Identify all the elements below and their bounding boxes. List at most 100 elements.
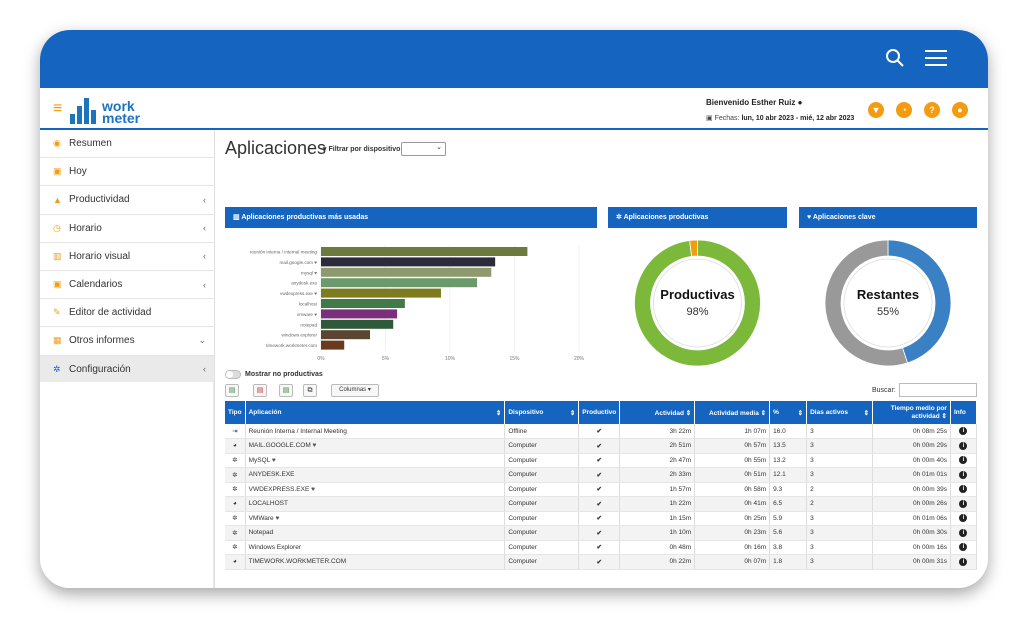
donut-center bbox=[653, 258, 742, 348]
sidebar-item-5[interactable]: ▣ Calendarios ‹ bbox=[40, 271, 214, 300]
sidebar-item-8[interactable]: ✲ Configuración ‹ bbox=[40, 355, 214, 384]
app-name: MAIL.GOOGLE.COM ♥ bbox=[245, 438, 506, 454]
table-row[interactable]: ✲ MySQL ♥ Computer ✔ 2h 47m 0h 55m 13.2 3 0h 00m… bbox=[225, 453, 978, 468]
col-percent[interactable]: % ⇕ bbox=[769, 401, 808, 424]
sidebar-item-7[interactable]: ▦ Otros informes ⌄ bbox=[40, 327, 214, 356]
bar-9 bbox=[321, 340, 345, 350]
export-excel-button[interactable]: ▤ bbox=[225, 384, 239, 397]
percent-cell: 5.6 bbox=[769, 525, 808, 541]
type-icon: ◕ bbox=[225, 496, 246, 512]
columns-button[interactable]: Columnas ▾ bbox=[331, 384, 379, 397]
type-icon: ✲ bbox=[225, 525, 246, 541]
info-icon[interactable]: i bbox=[950, 540, 978, 555]
app-name: ANYDESK.EXE bbox=[245, 467, 506, 483]
active-days-cell: 3 bbox=[806, 540, 874, 555]
info-icon[interactable]: i bbox=[950, 467, 978, 483]
table-row[interactable]: ✲ Notepad Computer ✔ 1h 10m 0h 23m 5.6 3 0h 00m… bbox=[225, 525, 978, 541]
percent-cell: 13.2 bbox=[769, 453, 808, 468]
table-row[interactable]: ✲ Windows Explorer Computer ✔ 0h 48m 0h 16m 3… bbox=[225, 540, 978, 555]
col-tiempo-medio[interactable]: Tiempo medio por actividad ⇕ bbox=[872, 401, 951, 424]
percent-cell: 5.9 bbox=[769, 511, 808, 526]
sidebar-toggle-icon[interactable]: ≡ bbox=[53, 100, 63, 117]
device-cell: Computer bbox=[504, 482, 580, 497]
info-icon[interactable]: i bbox=[950, 424, 978, 439]
col-dispositivo[interactable]: Dispositivo ⇕ bbox=[504, 401, 580, 424]
search-icon[interactable] bbox=[885, 48, 905, 68]
info-icon[interactable]: i bbox=[950, 438, 978, 454]
info-icon[interactable]: i bbox=[950, 453, 978, 468]
x-tick-label: 0% bbox=[317, 356, 325, 362]
copy-button[interactable]: ⧉ bbox=[303, 384, 317, 397]
app-name: Windows Explorer bbox=[245, 540, 506, 555]
sidebar-item-label: Otros informes bbox=[69, 335, 135, 347]
check-icon: ✔ bbox=[578, 424, 621, 439]
hamburger-icon[interactable] bbox=[925, 50, 947, 68]
avg-time-cell: 0h 01m 01s bbox=[872, 467, 951, 483]
col-actividad[interactable]: Actividad ⇕ bbox=[619, 401, 696, 424]
bar-3 bbox=[321, 278, 478, 288]
active-days-cell: 3 bbox=[806, 525, 874, 541]
bell-icon[interactable]: ◔ bbox=[896, 102, 912, 118]
donut-key-panel: ♥ Aplicaciones clave Restantes 55% bbox=[799, 207, 977, 379]
table-icon: ▦ bbox=[53, 335, 62, 346]
table-row[interactable]: ◕ LOCALHOST Computer ✔ 1h 22m 0h 41m 6.5 2 0h 0… bbox=[225, 496, 978, 512]
search-input[interactable] bbox=[899, 383, 977, 397]
sidebar-item-1[interactable]: ▣ Hoy bbox=[40, 158, 214, 187]
bar-chart-icon: ▥ bbox=[53, 250, 62, 261]
sidebar-item-4[interactable]: ▥ Horario visual ‹ bbox=[40, 243, 214, 271]
table-row[interactable]: ◕ TIMEWORK.WORKMETER.COM Computer ✔ 0h 22m 0… bbox=[225, 554, 978, 570]
type-icon: ✲ bbox=[225, 453, 246, 468]
col-aplicacion[interactable]: Aplicación ⇕ bbox=[245, 401, 506, 424]
active-days-cell: 3 bbox=[806, 424, 874, 439]
help-icon[interactable]: ? bbox=[924, 102, 940, 118]
col-dias-activos[interactable]: Dias activos ⇕ bbox=[806, 401, 874, 424]
slice-1 bbox=[689, 239, 698, 257]
sidebar-item-3[interactable]: ◷ Horario ‹ bbox=[40, 215, 214, 243]
sidebar-item-2[interactable]: ▲ Productividad ‹ bbox=[40, 186, 214, 215]
table-row[interactable]: ✲ VWDEXPRESS.EXE ♥ Computer ✔ 1h 57m 0h 58m 9.… bbox=[225, 482, 978, 497]
export-csv-button[interactable]: ▤ bbox=[279, 384, 293, 397]
info-icon[interactable]: i bbox=[950, 482, 978, 497]
bar-5 bbox=[321, 299, 405, 308]
table-row[interactable]: ✲ ANYDESK.EXE Computer ✔ 2h 33m 0h 51m 12.1 3 0… bbox=[225, 467, 978, 483]
app-name: Reunión Interna / Internal Meeting bbox=[245, 424, 506, 439]
table-row[interactable]: ✲ VMWare ♥ Computer ✔ 1h 15m 0h 25m 5.9 3 0h 01m… bbox=[225, 511, 978, 526]
chevron-icon: ‹ bbox=[203, 279, 206, 290]
calendar-icon: ▣ bbox=[53, 166, 62, 177]
percent-cell: 9.3 bbox=[769, 482, 808, 497]
sidebar-item-0[interactable]: ◉ Resumen bbox=[40, 130, 214, 159]
export-pdf-button[interactable]: ▤ bbox=[253, 384, 267, 397]
avg-activity-cell: 0h 16m bbox=[694, 540, 771, 555]
sidebar-item-6[interactable]: ✎ Editor de actividad bbox=[40, 299, 214, 328]
filter-icon[interactable]: ▼ bbox=[868, 102, 884, 118]
date-range[interactable]: ▣ Fechas: lun, 10 abr 2023 - mié, 12 abr… bbox=[706, 115, 855, 122]
category-label: localhost bbox=[299, 302, 318, 307]
bar-0 bbox=[321, 247, 528, 256]
category-label: notepad bbox=[300, 322, 317, 327]
bar-chart: 0% 5% 10% 15% 20% reunión interna / internal … bbox=[250, 245, 585, 362]
heart-icon: ♥ bbox=[271, 456, 276, 464]
table-row[interactable]: ⇥ Reunión Interna / Internal Meeting Offl… bbox=[225, 424, 978, 439]
category-label: vmware ♥ bbox=[297, 312, 317, 317]
percent-cell: 3.8 bbox=[769, 540, 808, 555]
col-productivo[interactable]: Productivo bbox=[578, 401, 621, 424]
col-actividad-media[interactable]: Actividad media ⇕ bbox=[694, 401, 771, 424]
device-filter-select[interactable]: ⌄ bbox=[401, 142, 446, 156]
info-icon[interactable]: i bbox=[950, 554, 978, 570]
donut-center-value: 98% bbox=[686, 306, 708, 318]
x-tick-label: 15% bbox=[509, 356, 520, 362]
info-icon[interactable]: i bbox=[950, 496, 978, 512]
avg-time-cell: 0h 00m 29s bbox=[872, 438, 951, 454]
sidebar-item-label: Productividad bbox=[69, 194, 130, 206]
col-tipo[interactable]: Tipo bbox=[225, 401, 246, 424]
sidebar-item-label: Editor de actividad bbox=[69, 307, 152, 319]
category-label: timework.workmeter.com bbox=[266, 343, 317, 348]
info-icon[interactable]: i bbox=[950, 511, 978, 526]
show-unproductive-toggle[interactable] bbox=[225, 370, 241, 379]
category-label: mail.google.com ♥ bbox=[280, 260, 318, 265]
bar-chart-panel: ▥ Aplicaciones productivas más usadas 0%… bbox=[225, 207, 597, 379]
table-row[interactable]: ◕ MAIL.GOOGLE.COM ♥ Computer ✔ 2h 51m 0h 57m 1… bbox=[225, 438, 978, 454]
activity-cell: 1h 15m bbox=[619, 511, 696, 526]
info-icon[interactable]: i bbox=[950, 525, 978, 541]
user-icon[interactable]: ● bbox=[952, 102, 968, 118]
